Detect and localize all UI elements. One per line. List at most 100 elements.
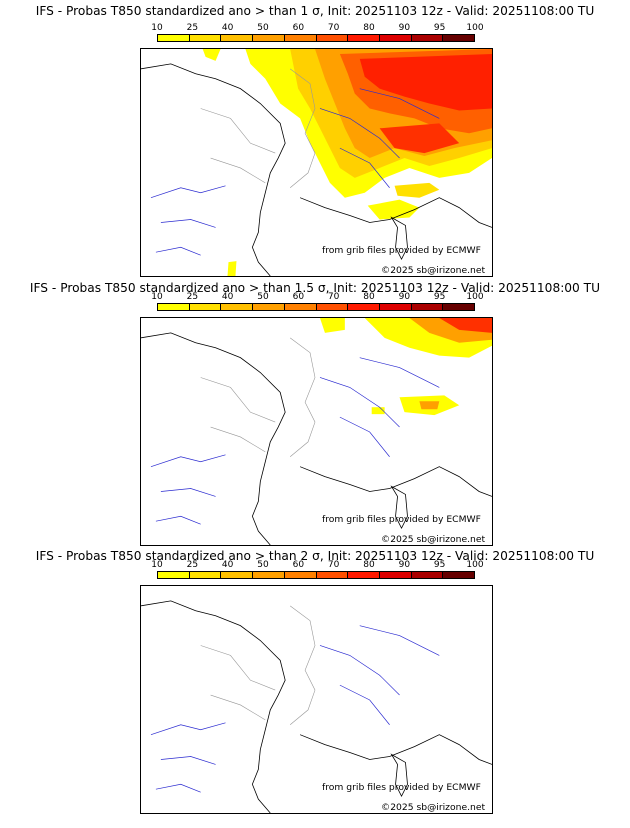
colorbar-segment	[379, 304, 412, 310]
colorbar-segment	[284, 304, 317, 310]
colorbar-tick-label: 70	[327, 23, 340, 33]
colorbar-segment	[158, 572, 190, 578]
panel-3-credit-source: from grib files provided by ECMWF	[322, 782, 481, 793]
colorbar-tick-label: 40	[221, 23, 234, 33]
colorbar-segment	[253, 572, 285, 578]
colorbar-segment	[411, 35, 444, 41]
colorbar-segment	[189, 35, 222, 41]
p1-rivers-sea	[150, 185, 226, 256]
colorbar-segment	[158, 304, 190, 310]
colorbar-segment	[284, 572, 317, 578]
colorbar-tick-label: 10	[151, 292, 163, 302]
colorbar-segment	[379, 35, 412, 41]
colorbar-segment	[221, 35, 254, 41]
colorbar-tick-label: 90	[398, 23, 411, 33]
p1-border-b	[200, 108, 276, 184]
panel-3-map-svg	[141, 600, 492, 813]
colorbar-tick-label: 50	[257, 292, 269, 302]
colorbar-tick-label: 100	[466, 292, 484, 302]
p1-shade-south	[227, 261, 237, 276]
p2-border-a	[289, 337, 316, 458]
colorbar-tick-label: 70	[327, 560, 340, 570]
p2-shade-north	[319, 318, 345, 333]
panel-2-map: from grib files provided by ECMWF ©2025 …	[140, 317, 493, 546]
colorbar-segment	[221, 304, 254, 310]
colorbar-segment	[189, 304, 222, 310]
colorbar-segment	[158, 35, 190, 41]
colorbar-tick-label: 95	[433, 23, 446, 33]
p1-corsica	[390, 216, 408, 261]
p3-rivers-sea	[150, 722, 226, 793]
p1-shade-80	[359, 53, 492, 111]
p3-border-b	[200, 645, 276, 721]
colorbar-tick-label: 25	[186, 23, 199, 33]
panel-3-colorbar	[157, 571, 475, 579]
p2-shade-alps-core	[419, 401, 440, 410]
panel-1-map-svg	[141, 49, 492, 276]
colorbar-segment	[411, 572, 444, 578]
p2-rivers-land	[319, 357, 440, 457]
colorbar-segment	[316, 304, 349, 310]
colorbar-tick-label: 25	[186, 292, 199, 302]
p2-shade-80	[439, 318, 492, 333]
colorbar-tick-label: 80	[363, 560, 375, 570]
panel-1-map: from grib files provided by ECMWF ©2025 …	[140, 48, 493, 277]
colorbar-tick-label: 40	[221, 560, 234, 570]
colorbar-tick-label: 60	[292, 23, 305, 33]
colorbar-tick-label: 80	[363, 292, 375, 302]
colorbar-segment	[348, 572, 380, 578]
colorbar-tick-label: 95	[433, 560, 446, 570]
panel-2-colorbar	[157, 303, 475, 311]
p3-border-a	[289, 605, 316, 726]
colorbar-tick-label: 100	[466, 23, 484, 33]
panel-3-title: IFS - Probas T850 standardized ano > tha…	[35, 549, 595, 563]
colorbar-segment	[443, 304, 475, 310]
colorbar-tick-label: 95	[433, 292, 446, 302]
colorbar-segment	[189, 572, 222, 578]
colorbar-tick-label: 70	[327, 292, 340, 302]
p2-rivers-sea	[150, 454, 226, 525]
p1-border-a	[289, 68, 316, 189]
p3-rivers-land	[319, 625, 440, 725]
panel-2-credit-copyright: ©2025 sb@irizone.net	[381, 534, 486, 545]
colorbar-segment	[253, 304, 285, 310]
colorbar-tick-label: 100	[466, 560, 484, 570]
p1-shade-gulf	[367, 199, 420, 220]
p3-coastline-south	[299, 734, 492, 765]
colorbar-tick-label: 60	[292, 292, 305, 302]
p1-shade-channel	[202, 49, 221, 61]
p2-coastline-south	[299, 466, 492, 497]
colorbar-segment	[443, 572, 475, 578]
colorbar-segment	[348, 304, 380, 310]
panel-3-credit-copyright: ©2025 sb@irizone.net	[381, 802, 486, 813]
colorbar-tick-label: 90	[398, 292, 411, 302]
colorbar-tick-label: 80	[363, 23, 375, 33]
colorbar-tick-label: 90	[398, 560, 411, 570]
panel-2-map-svg	[141, 318, 492, 545]
p1-shade-italy	[394, 182, 440, 198]
p3-corsica	[390, 753, 408, 798]
colorbar-segment	[348, 35, 380, 41]
panel-1-title: IFS - Probas T850 standardized ano > tha…	[35, 4, 595, 18]
p3-coastline-west	[141, 600, 286, 813]
p2-border-b	[200, 377, 276, 453]
p1-coastline-south	[299, 197, 492, 228]
panel-2-credit-source: from grib files provided by ECMWF	[322, 514, 481, 525]
colorbar-tick-label: 10	[151, 560, 163, 570]
colorbar-segment	[443, 35, 475, 41]
p2-corsica	[390, 485, 408, 530]
colorbar-tick-label: 50	[257, 560, 269, 570]
colorbar-tick-label: 50	[257, 23, 269, 33]
colorbar-tick-label: 25	[186, 560, 199, 570]
colorbar-segment	[253, 35, 285, 41]
p2-coastline-west	[141, 332, 286, 545]
panel-2-title: IFS - Probas T850 standardized ano > tha…	[29, 281, 601, 295]
colorbar-segment	[379, 572, 412, 578]
panel-3-map: from grib files provided by ECMWF ©2025 …	[140, 585, 493, 814]
colorbar-tick-label: 40	[221, 292, 234, 302]
colorbar-segment	[316, 572, 349, 578]
p1-rivers-land	[319, 88, 440, 188]
colorbar-segment	[284, 35, 317, 41]
colorbar-segment	[221, 572, 254, 578]
p1-shade-alps	[379, 123, 460, 154]
